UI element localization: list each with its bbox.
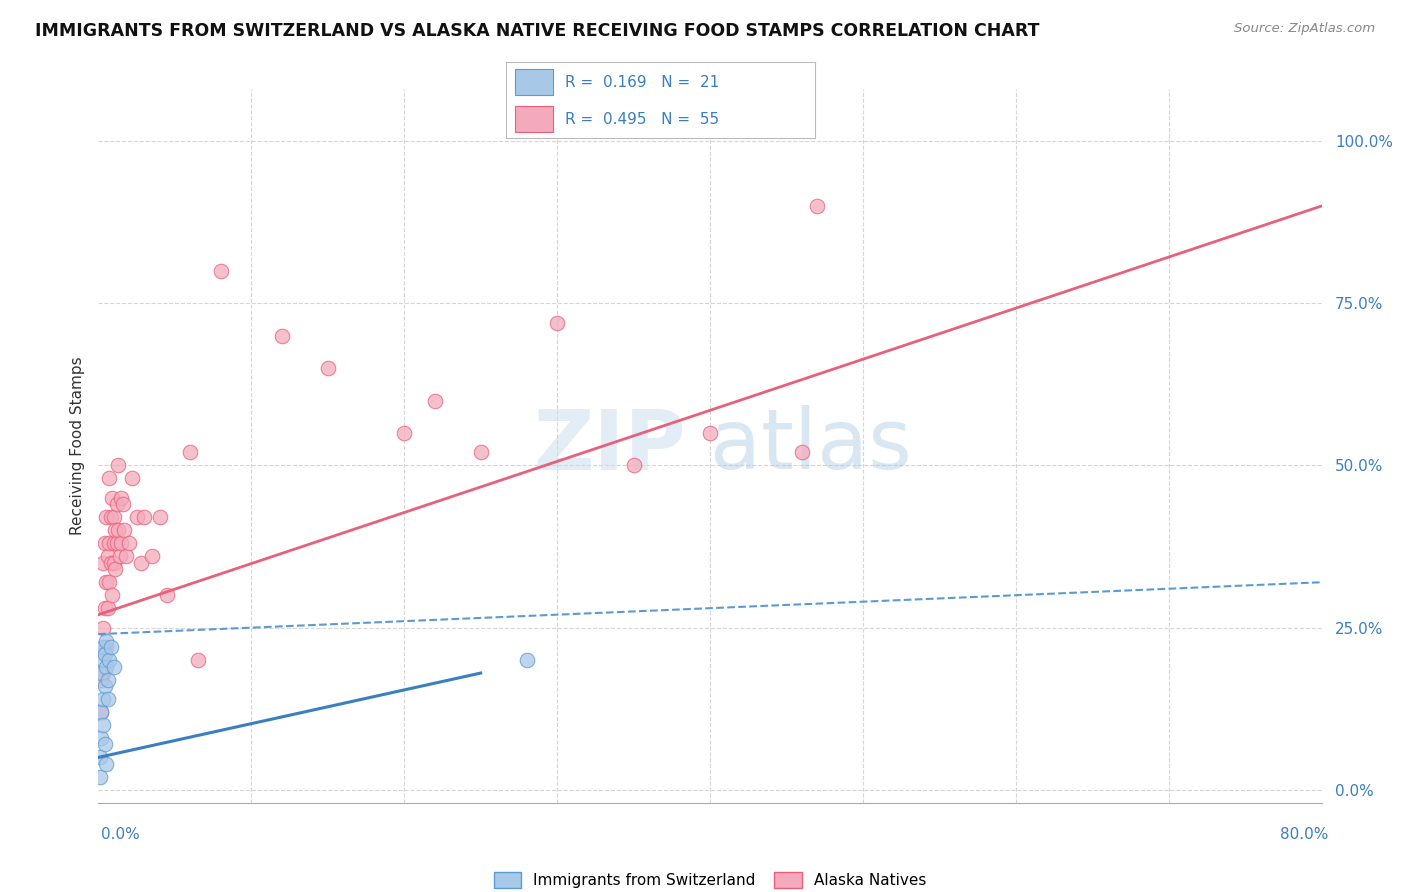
Point — [121, 471, 143, 485]
Point — [104, 524, 127, 538]
Point — [94, 575, 117, 590]
Point — [270, 328, 292, 343]
Text: ZIP: ZIP — [533, 406, 686, 486]
Point — [97, 549, 120, 564]
Point — [103, 510, 125, 524]
Point — [91, 718, 114, 732]
Point — [94, 659, 117, 673]
Point — [90, 673, 112, 687]
Point — [93, 601, 115, 615]
Point — [89, 770, 111, 784]
Point — [316, 361, 339, 376]
Point — [94, 756, 117, 771]
Point — [156, 588, 179, 602]
Point — [100, 510, 122, 524]
Point — [100, 556, 122, 570]
Point — [94, 640, 117, 654]
Point — [91, 556, 114, 570]
Point — [129, 556, 152, 570]
Point — [134, 510, 156, 524]
Point — [90, 705, 112, 719]
Point — [90, 666, 112, 681]
Point — [141, 549, 163, 564]
Point — [100, 640, 122, 654]
Legend: Immigrants from Switzerland, Alaska Natives: Immigrants from Switzerland, Alaska Nati… — [494, 872, 927, 888]
Point — [110, 536, 132, 550]
Point — [516, 653, 538, 667]
Point — [98, 536, 121, 550]
Point — [110, 491, 132, 505]
Point — [107, 524, 129, 538]
Text: 80.0%: 80.0% — [1281, 827, 1329, 841]
Point — [90, 705, 112, 719]
Point — [97, 692, 120, 706]
Point — [790, 445, 813, 459]
Point — [94, 633, 117, 648]
Point — [118, 536, 141, 550]
Point — [89, 750, 111, 764]
Point — [470, 445, 492, 459]
Point — [103, 556, 125, 570]
Point — [104, 562, 127, 576]
Text: IMMIGRANTS FROM SWITZERLAND VS ALASKA NATIVE RECEIVING FOOD STAMPS CORRELATION C: IMMIGRANTS FROM SWITZERLAND VS ALASKA NA… — [35, 22, 1039, 40]
Point — [93, 536, 115, 550]
Point — [209, 264, 232, 278]
Text: R =  0.169   N =  21: R = 0.169 N = 21 — [565, 75, 720, 90]
Point — [105, 536, 128, 550]
Point — [98, 575, 121, 590]
Text: Source: ZipAtlas.com: Source: ZipAtlas.com — [1234, 22, 1375, 36]
Point — [98, 653, 121, 667]
Point — [112, 524, 135, 538]
Point — [423, 393, 446, 408]
Point — [101, 588, 124, 602]
Point — [93, 738, 115, 752]
FancyBboxPatch shape — [516, 106, 553, 132]
Text: atlas: atlas — [710, 406, 911, 486]
Point — [97, 673, 120, 687]
Point — [91, 640, 114, 654]
Point — [90, 731, 112, 745]
Point — [107, 458, 129, 473]
Point — [91, 692, 114, 706]
Point — [108, 549, 131, 564]
Point — [91, 666, 114, 681]
Point — [392, 425, 416, 440]
Text: R =  0.495   N =  55: R = 0.495 N = 55 — [565, 112, 718, 127]
Point — [93, 679, 115, 693]
Point — [97, 601, 120, 615]
Point — [94, 510, 117, 524]
Point — [93, 647, 115, 661]
Y-axis label: Receiving Food Stamps: Receiving Food Stamps — [69, 357, 84, 535]
Point — [98, 471, 121, 485]
Point — [546, 316, 568, 330]
Point — [187, 653, 209, 667]
FancyBboxPatch shape — [516, 70, 553, 95]
Point — [179, 445, 201, 459]
Point — [115, 549, 138, 564]
Point — [699, 425, 721, 440]
Point — [91, 621, 114, 635]
Point — [91, 653, 114, 667]
Point — [101, 491, 124, 505]
Point — [149, 510, 172, 524]
Text: 0.0%: 0.0% — [101, 827, 141, 841]
Point — [105, 497, 128, 511]
Point — [111, 497, 134, 511]
Point — [125, 510, 148, 524]
Point — [806, 199, 828, 213]
Point — [103, 659, 125, 673]
Point — [103, 536, 125, 550]
Point — [623, 458, 645, 473]
